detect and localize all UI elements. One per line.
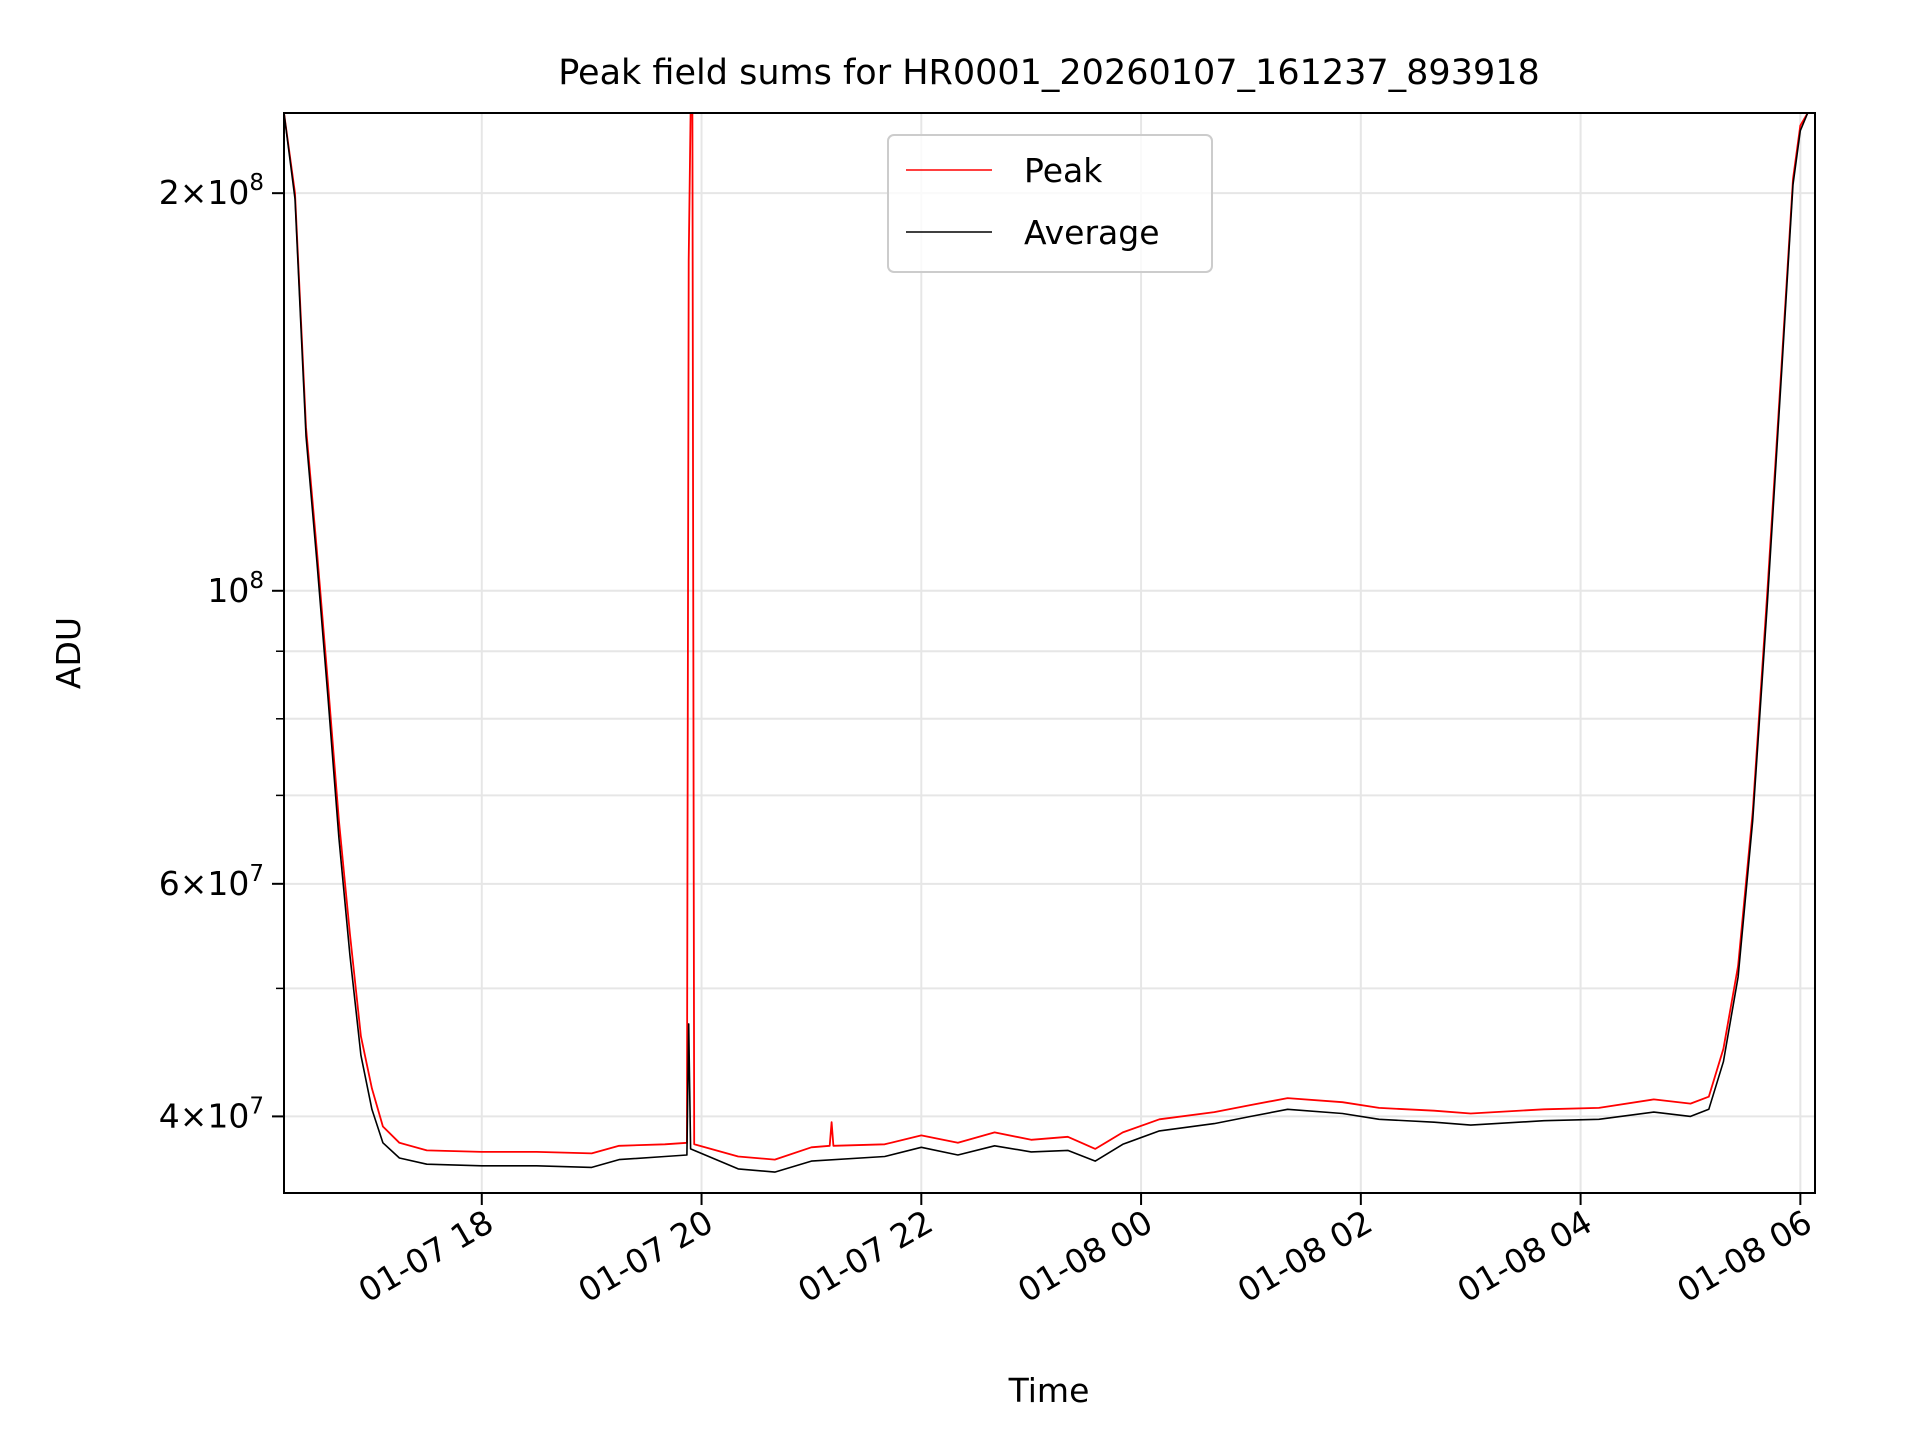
- y-tick-label-base: 2×10: [159, 173, 250, 212]
- y-tick-label: 2×108: [159, 170, 264, 212]
- y-tick-label-exponent: 7: [249, 861, 264, 887]
- chart-title: Peak field sums for HR0001_20260107_1612…: [558, 53, 1540, 93]
- y-tick-label: 4×107: [159, 1093, 264, 1135]
- legend-average-label: Average: [1024, 213, 1160, 252]
- y-tick-label-exponent: 8: [249, 170, 264, 196]
- legend-peak-label: Peak: [1024, 151, 1103, 190]
- series-layer: [284, 113, 1809, 1173]
- y-tick-label-exponent: 8: [249, 568, 264, 594]
- series-line-peak: [284, 113, 1809, 1161]
- y-tick-label-exponent: 7: [249, 1093, 264, 1119]
- y-tick-label-base: 4×10: [159, 1096, 250, 1135]
- x-axis-label: Time: [1008, 1371, 1090, 1410]
- y-tick-label-base: 6×10: [159, 864, 250, 903]
- y-tick-label: 108: [207, 568, 264, 610]
- plot-frame: [283, 112, 1816, 1194]
- legend: Peak Average: [887, 134, 1213, 273]
- series-line-average: [284, 113, 1809, 1173]
- y-tick-label: 6×107: [159, 861, 264, 903]
- y-tick-label-base: 10: [207, 571, 249, 610]
- grid-layer: [284, 113, 1815, 1193]
- y-axis-label: ADU: [49, 617, 88, 689]
